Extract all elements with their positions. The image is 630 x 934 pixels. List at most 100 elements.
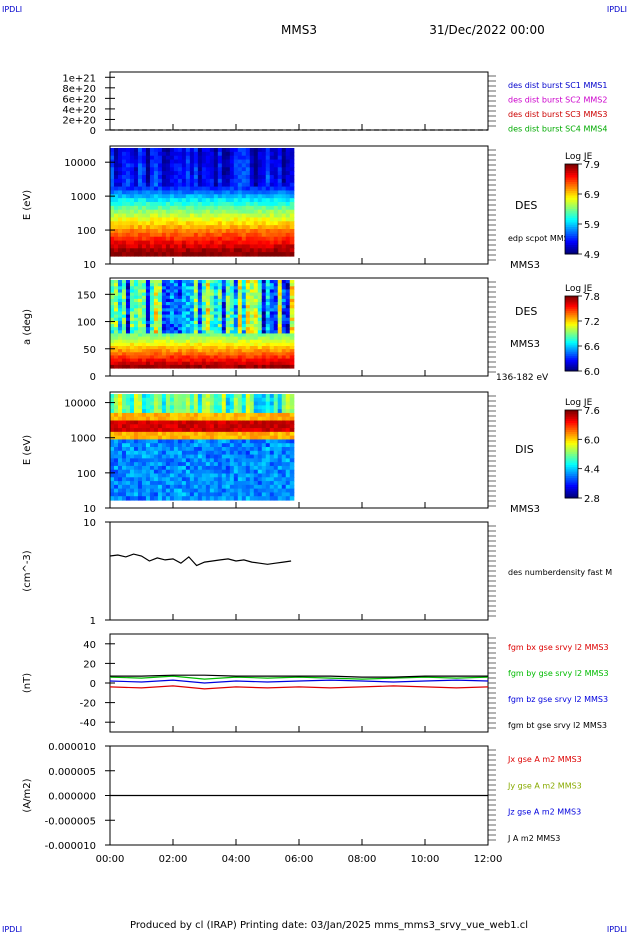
heatmap-cell <box>209 240 215 246</box>
heatmap-cell <box>225 342 231 347</box>
heatmap-cell <box>141 190 147 195</box>
heatmap-cell <box>141 292 147 297</box>
heatmap-cell <box>249 302 255 306</box>
heatmap-cell <box>237 252 243 257</box>
heatmap-cell <box>265 292 271 297</box>
heatmap-cell <box>289 324 295 328</box>
heatmap-cell <box>285 447 291 452</box>
heatmap-cell <box>181 409 187 414</box>
heatmap-cell <box>157 292 163 297</box>
heatmap-cell <box>225 186 231 192</box>
heatmap-cell <box>269 232 275 238</box>
heatmap-cell <box>253 244 259 249</box>
heatmap-cell <box>249 217 255 222</box>
heatmap-cell <box>265 175 271 180</box>
heatmap-cell <box>141 159 147 165</box>
heatmap-cell <box>249 431 255 437</box>
heatmap-cell <box>145 292 151 297</box>
heatmap-cell <box>209 280 215 284</box>
heatmap-cell <box>205 450 211 456</box>
heatmap-cell <box>281 151 287 157</box>
heatmap-cell <box>173 330 179 335</box>
heatmap-cell <box>285 305 291 309</box>
heatmap-cell <box>141 333 147 338</box>
heatmap-cell <box>261 186 267 192</box>
colorbar-cell <box>565 301 578 304</box>
heatmap-cell <box>249 333 255 338</box>
heatmap-cell <box>269 465 275 471</box>
heatmap-cell <box>149 186 155 192</box>
heatmap-cell <box>261 481 267 486</box>
colorbar-cell <box>565 436 578 440</box>
heatmap-cell <box>193 439 199 444</box>
heatmap-cell <box>161 420 167 425</box>
heatmap-cell <box>289 342 295 347</box>
ytick-label-p4: 100 <box>77 469 96 480</box>
heatmap-cell <box>241 349 247 353</box>
heatmap-cell <box>237 349 243 353</box>
heatmap-cell <box>273 397 279 403</box>
heatmap-cell <box>157 443 163 448</box>
heatmap-cell <box>141 496 147 501</box>
heatmap-cell <box>233 190 239 195</box>
heatmap-cell <box>145 198 151 203</box>
heatmap-cell <box>269 317 275 322</box>
heatmap-cell <box>261 477 267 482</box>
heatmap-cell <box>189 333 195 338</box>
heatmap-cell <box>281 202 287 207</box>
heatmap-cell <box>285 358 291 363</box>
heatmap-cell <box>265 240 271 246</box>
heatmap-cell <box>141 324 147 328</box>
heatmap-cell <box>237 473 243 478</box>
spacecraft-title: MMS3 <box>281 23 317 37</box>
heatmap-cell <box>225 221 231 226</box>
heatmap-cell <box>233 289 239 294</box>
heatmap-cell <box>169 454 175 459</box>
heatmap-cell <box>209 229 215 234</box>
heatmap-cell <box>137 342 143 347</box>
heatmap-cell <box>273 443 279 448</box>
heatmap-cell <box>133 205 139 211</box>
heatmap-cell <box>110 439 115 444</box>
heatmap-cell <box>277 186 283 192</box>
heatmap-cell <box>285 346 291 350</box>
heatmap-cell <box>229 186 235 192</box>
heatmap-cell <box>137 339 143 344</box>
heatmap-cell <box>225 481 231 486</box>
heatmap-cell <box>173 229 179 234</box>
heatmap-cell <box>225 225 231 230</box>
heatmap-cell <box>161 473 167 478</box>
heatmap-cell <box>110 198 115 203</box>
colorbar-cell <box>565 240 578 244</box>
heatmap-cell <box>110 280 115 284</box>
heatmap-cell <box>265 431 271 437</box>
heatmap-cell <box>277 349 283 353</box>
heatmap-cell <box>185 159 191 165</box>
heatmap-cell <box>213 298 219 303</box>
colorbar-cell <box>565 297 578 301</box>
heatmap-cell <box>113 477 119 482</box>
heatmap-cell <box>285 349 291 353</box>
heatmap-cell <box>241 394 247 399</box>
heatmap-cell <box>197 305 203 309</box>
heatmap-cell <box>245 182 251 188</box>
heatmap-cell <box>285 217 291 222</box>
heatmap-cell <box>189 155 195 161</box>
heatmap-cell <box>141 182 147 188</box>
heatmap-cell <box>117 194 123 199</box>
heatmap-cell <box>257 302 263 306</box>
heatmap-cell <box>225 213 231 219</box>
heatmap-cell <box>269 229 275 234</box>
heatmap-cell <box>229 155 235 161</box>
heatmap-cell <box>153 295 159 300</box>
heatmap-cell <box>181 286 187 291</box>
heatmap-cell <box>121 488 127 494</box>
heatmap-cell <box>269 190 275 195</box>
heatmap-cell <box>197 462 203 467</box>
heatmap-cell <box>177 252 183 257</box>
heatmap-cell <box>281 424 287 429</box>
heatmap-cell <box>213 286 219 291</box>
heatmap-cell <box>173 298 179 303</box>
heatmap-cell <box>205 295 211 300</box>
heatmap-cell <box>261 454 267 459</box>
